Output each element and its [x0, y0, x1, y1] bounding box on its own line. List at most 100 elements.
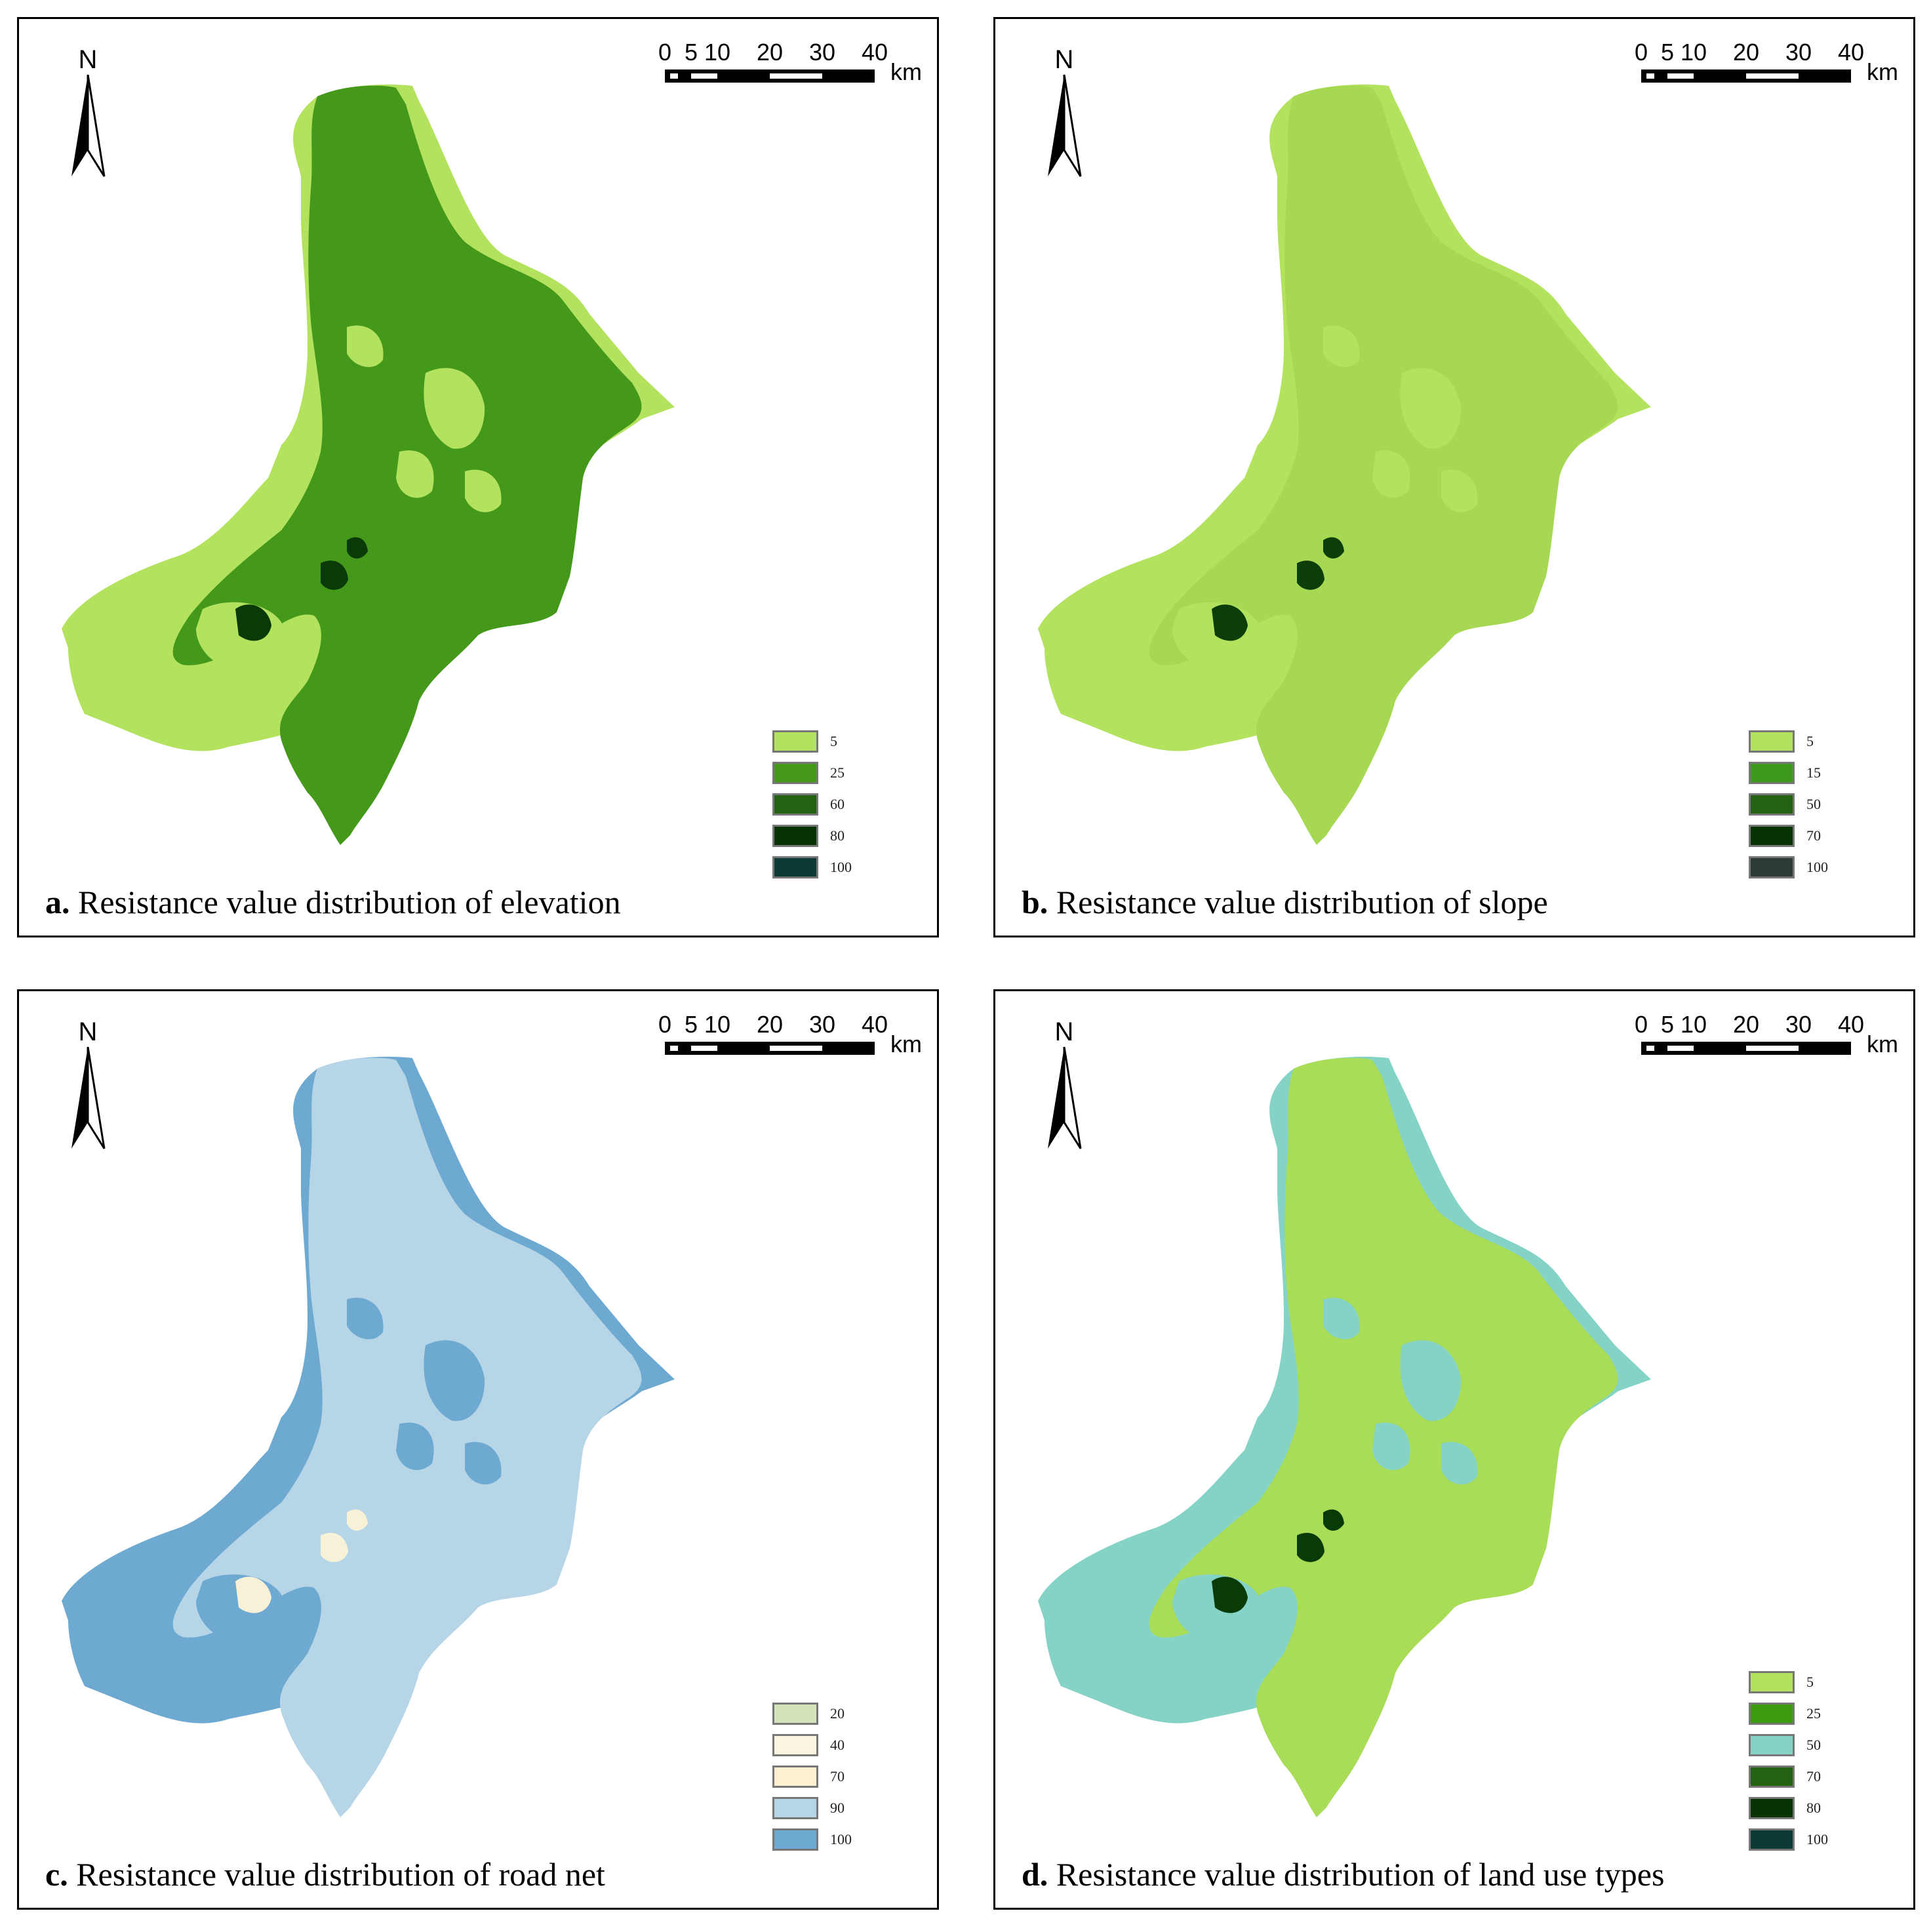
- scale-bar-segment: [691, 1046, 717, 1051]
- legend-item: 100: [1749, 1824, 1828, 1855]
- scale-tick-label: 10: [704, 39, 731, 66]
- north-arrow-left: [1048, 1047, 1064, 1149]
- legend-swatch: [1749, 1828, 1795, 1851]
- legend-swatch: [772, 825, 818, 847]
- lake: [347, 1297, 384, 1339]
- legend-item: 50: [1749, 789, 1828, 820]
- north-arrow-left: [71, 75, 88, 176]
- high-resistance-patch: [321, 1533, 348, 1562]
- legend-item: 90: [772, 1792, 852, 1824]
- scale-bar-graphic: [1641, 1042, 1851, 1055]
- legend-item: 80: [772, 820, 852, 852]
- caption-prefix: a.: [45, 884, 70, 920]
- scale-bar-segment: [1646, 73, 1654, 79]
- north-arrow-icon: [1048, 1046, 1082, 1149]
- scale-tick-label: 20: [1732, 1011, 1760, 1038]
- legend-label: 15: [1806, 764, 1821, 781]
- legend-item: 70: [1749, 820, 1828, 852]
- high-resistance-patch: [1297, 561, 1324, 590]
- scale-bar: 0 5 10 20 30 40 km: [658, 1011, 922, 1070]
- north-arrow: N: [1035, 1017, 1094, 1149]
- lake: [1441, 1442, 1478, 1485]
- legend-item: 15: [1749, 757, 1828, 789]
- caption: b. Resistance value distribution of slop…: [1022, 883, 1548, 921]
- legend-swatch: [1749, 1765, 1795, 1788]
- north-label: N: [1054, 45, 1074, 74]
- legend-swatch: [1749, 762, 1795, 784]
- legend-label: 70: [1806, 1768, 1821, 1784]
- legend-item: 60: [772, 789, 852, 820]
- north-arrow-right: [87, 74, 106, 177]
- legend-item: 100: [1749, 852, 1828, 883]
- legend-label: 80: [1806, 1800, 1821, 1816]
- scale-unit: km: [1867, 1031, 1898, 1057]
- caption: a. Resistance value distribution of elev…: [45, 883, 621, 921]
- legend-swatch: [772, 856, 818, 878]
- lake: [1372, 1423, 1410, 1470]
- legend-item: 50: [1749, 1729, 1828, 1761]
- legend-item: 70: [772, 1761, 852, 1792]
- north-arrow: N: [1035, 45, 1094, 177]
- scale-tick-label: 30: [1785, 1011, 1812, 1038]
- legend-label: 50: [1806, 796, 1821, 812]
- legend-label: 40: [830, 1737, 845, 1753]
- scale-bar-graphic: [665, 1042, 875, 1055]
- scale-bar-segment: [770, 73, 822, 79]
- lake: [1400, 368, 1462, 449]
- scale-bar: 0 5 10 20 30 40 km: [1634, 1011, 1898, 1070]
- legend-label: 60: [830, 796, 845, 812]
- north-arrow-icon: [1048, 74, 1082, 177]
- legend-item: 80: [1749, 1792, 1828, 1824]
- legend-swatch: [1749, 1703, 1795, 1725]
- lake: [465, 1442, 502, 1485]
- legend-swatch: [1749, 730, 1795, 753]
- legend-label: 100: [830, 1831, 852, 1847]
- legend-item: 5: [1749, 726, 1828, 757]
- caption: c. Resistance value distribution of road…: [45, 1855, 605, 1893]
- legend-swatch: [772, 1734, 818, 1756]
- north-arrow-left: [1048, 75, 1064, 176]
- north-arrow: N: [58, 1017, 117, 1149]
- legend-swatch: [772, 793, 818, 816]
- scale-tick-label: 5: [684, 1011, 698, 1038]
- scale-tick-label: 40: [1837, 1011, 1865, 1038]
- legend: 5 25 60 80 100: [772, 726, 852, 883]
- high-resistance-patch: [1323, 1509, 1344, 1531]
- high-resistance-patch: [347, 537, 368, 559]
- scale-tick-label: 5: [1660, 1011, 1675, 1038]
- legend-swatch: [772, 1703, 818, 1725]
- legend: 5 25 50 70 80 100: [1749, 1666, 1828, 1855]
- north-arrow-right: [1063, 74, 1082, 177]
- legend-label: 5: [1806, 733, 1814, 749]
- scale-bar-segment: [691, 73, 717, 79]
- lake: [1323, 1297, 1360, 1339]
- scale-bar-graphic: [1641, 69, 1851, 83]
- high-resistance-patch: [347, 1509, 368, 1531]
- legend-label: 5: [1806, 1674, 1814, 1690]
- legend-item: 5: [772, 726, 852, 757]
- scale-bar-segment: [670, 73, 678, 79]
- legend-label: 100: [1806, 859, 1828, 875]
- scale-bar-segment: [1746, 1046, 1799, 1051]
- scale-tick-label: 40: [861, 39, 888, 66]
- map-panel-road-net: N 0 5 10 20 30 40 km 20 40 70 90 100 c. Resistanc…: [17, 989, 939, 1910]
- scale-tick-label: 0: [658, 39, 672, 66]
- legend-item: 40: [772, 1729, 852, 1761]
- legend-swatch: [1749, 825, 1795, 847]
- scale-tick-label: 0: [1634, 1011, 1648, 1038]
- scale-unit: km: [1867, 58, 1898, 85]
- legend-swatch: [772, 730, 818, 753]
- lake: [465, 469, 502, 513]
- legend-label: 25: [830, 764, 845, 781]
- scale-bar: 0 5 10 20 30 40 km: [1635, 39, 1898, 98]
- lake: [1441, 469, 1478, 513]
- north-arrow-icon: [71, 74, 106, 177]
- legend-label: 20: [830, 1705, 845, 1722]
- north-label: N: [78, 1017, 98, 1046]
- legend-label: 25: [1806, 1705, 1821, 1722]
- scale-bar-segment: [670, 1046, 678, 1051]
- legend-swatch: [1749, 856, 1795, 878]
- scale-tick-label: 30: [808, 1011, 836, 1038]
- caption-prefix: b.: [1022, 884, 1048, 920]
- north-arrow-right: [87, 1046, 106, 1149]
